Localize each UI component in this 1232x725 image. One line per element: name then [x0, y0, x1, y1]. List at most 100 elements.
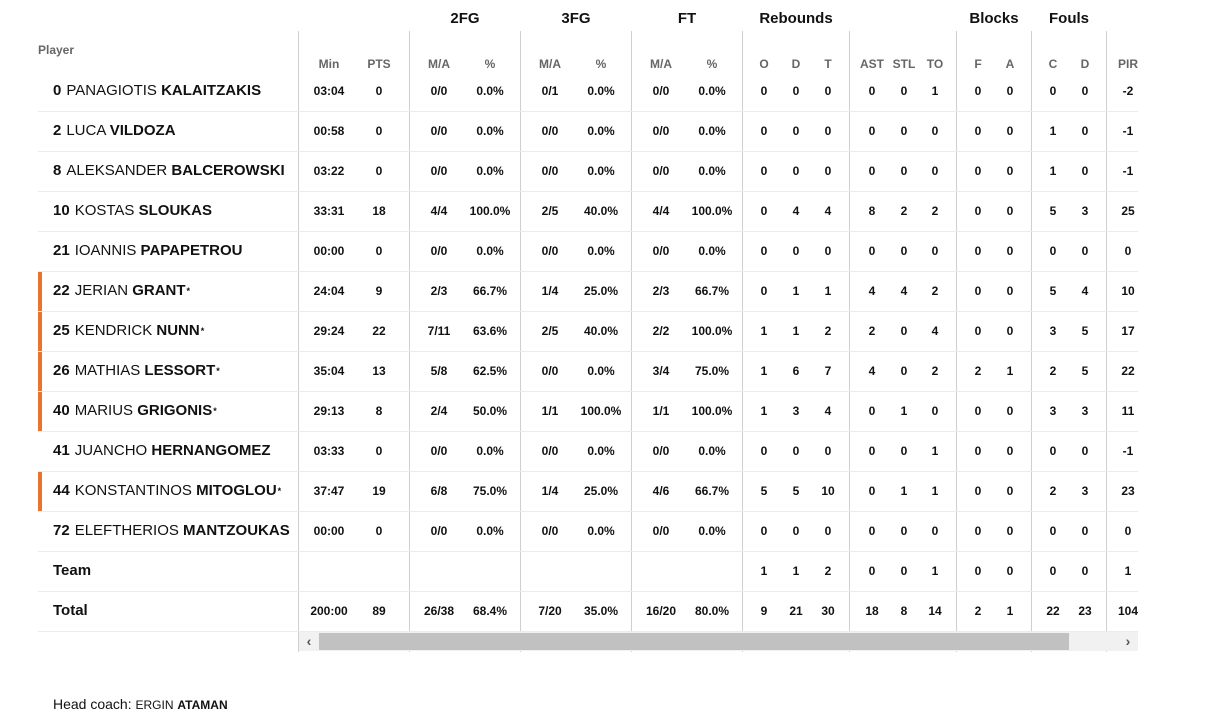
column-header-foul-committed[interactable]: C — [1048, 57, 1058, 71]
stat-min: 200:00 — [310, 604, 348, 618]
stat-foul-committed: 0 — [1049, 444, 1057, 458]
column-header-stl[interactable]: STL — [892, 57, 916, 71]
column-header-reb-def[interactable]: D — [791, 57, 801, 71]
column-header-to[interactable]: TO — [926, 57, 944, 71]
chevron-right-icon[interactable]: › — [1125, 633, 1131, 649]
player-name[interactable]: 8 ALEKSANDER BALCEROWSKI — [53, 161, 285, 181]
stat-3fg-ma: 7/20 — [538, 604, 562, 618]
player-first-name: LUCA — [66, 122, 106, 139]
horizontal-scrollbar[interactable]: ‹ › — [299, 632, 1138, 651]
stat-ast: 0 — [868, 444, 876, 458]
stat-reb-def: 1 — [792, 284, 800, 298]
column-header-2fg-pct[interactable]: % — [484, 57, 496, 71]
stat-ft-ma: 0/0 — [652, 244, 670, 258]
column-header-3fg-ma[interactable]: M/A — [539, 57, 561, 71]
player-name[interactable]: 40 MARIUS GRIGONIS* — [53, 401, 217, 421]
stat-blk-against: 0 — [1006, 124, 1014, 138]
player-name[interactable]: 25 KENDRICK NUNN* — [53, 321, 204, 341]
stat-blk-for: 0 — [974, 244, 982, 258]
stat-blk-against: 0 — [1006, 404, 1014, 418]
stat-ast: 0 — [868, 484, 876, 498]
stat-3fg-pct: 0.0% — [587, 84, 615, 98]
stat-blk-against: 0 — [1006, 244, 1014, 258]
stat-foul-drawn: 23 — [1078, 604, 1092, 618]
player-name[interactable]: 10 KOSTAS SLOUKAS — [53, 201, 212, 221]
stat-stl: 0 — [900, 324, 908, 338]
player-last-name: HERNANGOMEZ — [151, 442, 271, 459]
stat-reb-def: 4 — [792, 204, 800, 218]
stat-blk-for: 0 — [974, 284, 982, 298]
player-name[interactable]: 0 PANAGIOTIS KALAITZAKIS — [53, 81, 261, 101]
stat-3fg-ma: 0/1 — [541, 84, 559, 98]
chevron-left-icon[interactable]: ‹ — [306, 633, 312, 649]
stat-to: 1 — [931, 484, 939, 498]
stat-min: 00:00 — [313, 524, 345, 538]
column-separator — [742, 31, 743, 652]
column-separator — [298, 31, 299, 652]
stat-blk-against: 0 — [1006, 564, 1014, 578]
stat-ft-pct: 66.7% — [694, 484, 730, 498]
column-header-reb-tot[interactable]: T — [824, 57, 832, 71]
group-header-ft: FT — [677, 10, 697, 27]
player-name[interactable]: 44 KONSTANTINOS MITOGLOU* — [53, 481, 281, 501]
stat-reb-off: 0 — [760, 444, 768, 458]
column-header-min[interactable]: Min — [318, 57, 340, 71]
player-name[interactable]: 2 LUCA VILDOZA — [53, 121, 176, 141]
stat-pts: 22 — [372, 324, 386, 338]
scrollbar-thumb[interactable] — [319, 633, 1069, 650]
player-name[interactable]: 21 IOANNIS PAPAPETROU — [53, 241, 243, 261]
stat-stl: 0 — [900, 124, 908, 138]
player-name[interactable]: 26 MATHIAS LESSORT* — [53, 361, 220, 381]
head-coach-first-name: ERGIN — [135, 698, 174, 712]
group-header-fouls: Fouls — [1049, 10, 1089, 27]
player-number: 44 — [53, 482, 70, 499]
stat-stl: 4 — [900, 284, 908, 298]
column-header-pts[interactable]: PTS — [367, 57, 391, 71]
column-header-reb-off[interactable]: O — [759, 57, 769, 71]
stat-reb-def: 21 — [789, 604, 803, 618]
player-number: 8 — [53, 162, 62, 179]
row-divider — [38, 311, 1138, 312]
stat-pir: -1 — [1122, 164, 1134, 178]
stat-3fg-pct: 0.0% — [587, 244, 615, 258]
column-header-3fg-pct[interactable]: % — [595, 57, 607, 71]
stat-2fg-ma: 0/0 — [430, 164, 448, 178]
stat-2fg-ma: 2/3 — [430, 284, 448, 298]
column-header-ft-ma[interactable]: M/A — [650, 57, 672, 71]
stat-foul-drawn: 5 — [1081, 364, 1089, 378]
stat-blk-against: 1 — [1006, 364, 1014, 378]
stat-pir: 25 — [1121, 204, 1135, 218]
column-header-pir[interactable]: PIR — [1117, 57, 1139, 71]
stat-2fg-pct: 0.0% — [476, 84, 504, 98]
column-header-foul-drawn[interactable]: D — [1080, 57, 1090, 71]
stat-blk-for: 0 — [974, 444, 982, 458]
stat-foul-committed: 0 — [1049, 84, 1057, 98]
stat-3fg-pct: 0.0% — [587, 364, 615, 378]
stat-reb-tot: 1 — [824, 284, 832, 298]
row-highlight-marker — [38, 352, 42, 391]
stat-3fg-ma: 0/0 — [541, 364, 559, 378]
stat-reb-tot: 10 — [821, 484, 835, 498]
player-name[interactable]: 41 JUANCHO HERNANGOMEZ — [53, 441, 271, 461]
stat-3fg-ma: 0/0 — [541, 524, 559, 538]
stat-reb-def: 3 — [792, 404, 800, 418]
column-header-2fg-ma[interactable]: M/A — [428, 57, 450, 71]
stat-2fg-ma: 0/0 — [430, 84, 448, 98]
stat-reb-tot: 0 — [824, 164, 832, 178]
stat-foul-drawn: 0 — [1081, 444, 1089, 458]
column-header-blk-for[interactable]: F — [974, 57, 982, 71]
stat-reb-def: 6 — [792, 364, 800, 378]
head-coach: Head coach: ERGIN ATAMAN — [53, 696, 228, 712]
player-name[interactable]: 72 ELEFTHERIOS MANTZOUKAS — [53, 521, 290, 541]
stat-reb-tot: 0 — [824, 124, 832, 138]
player-name[interactable]: 22 JERIAN GRANT* — [53, 281, 190, 301]
player-number: 22 — [53, 282, 70, 299]
player-last-name: MITOGLOU — [196, 482, 277, 499]
stat-blk-for: 0 — [974, 404, 982, 418]
stat-ft-pct: 100.0% — [691, 324, 733, 338]
column-separator — [1106, 31, 1107, 652]
column-header-blk-against[interactable]: A — [1005, 57, 1015, 71]
column-header-ast[interactable]: AST — [860, 57, 884, 71]
column-header-ft-pct[interactable]: % — [706, 57, 718, 71]
stat-blk-for: 0 — [974, 324, 982, 338]
